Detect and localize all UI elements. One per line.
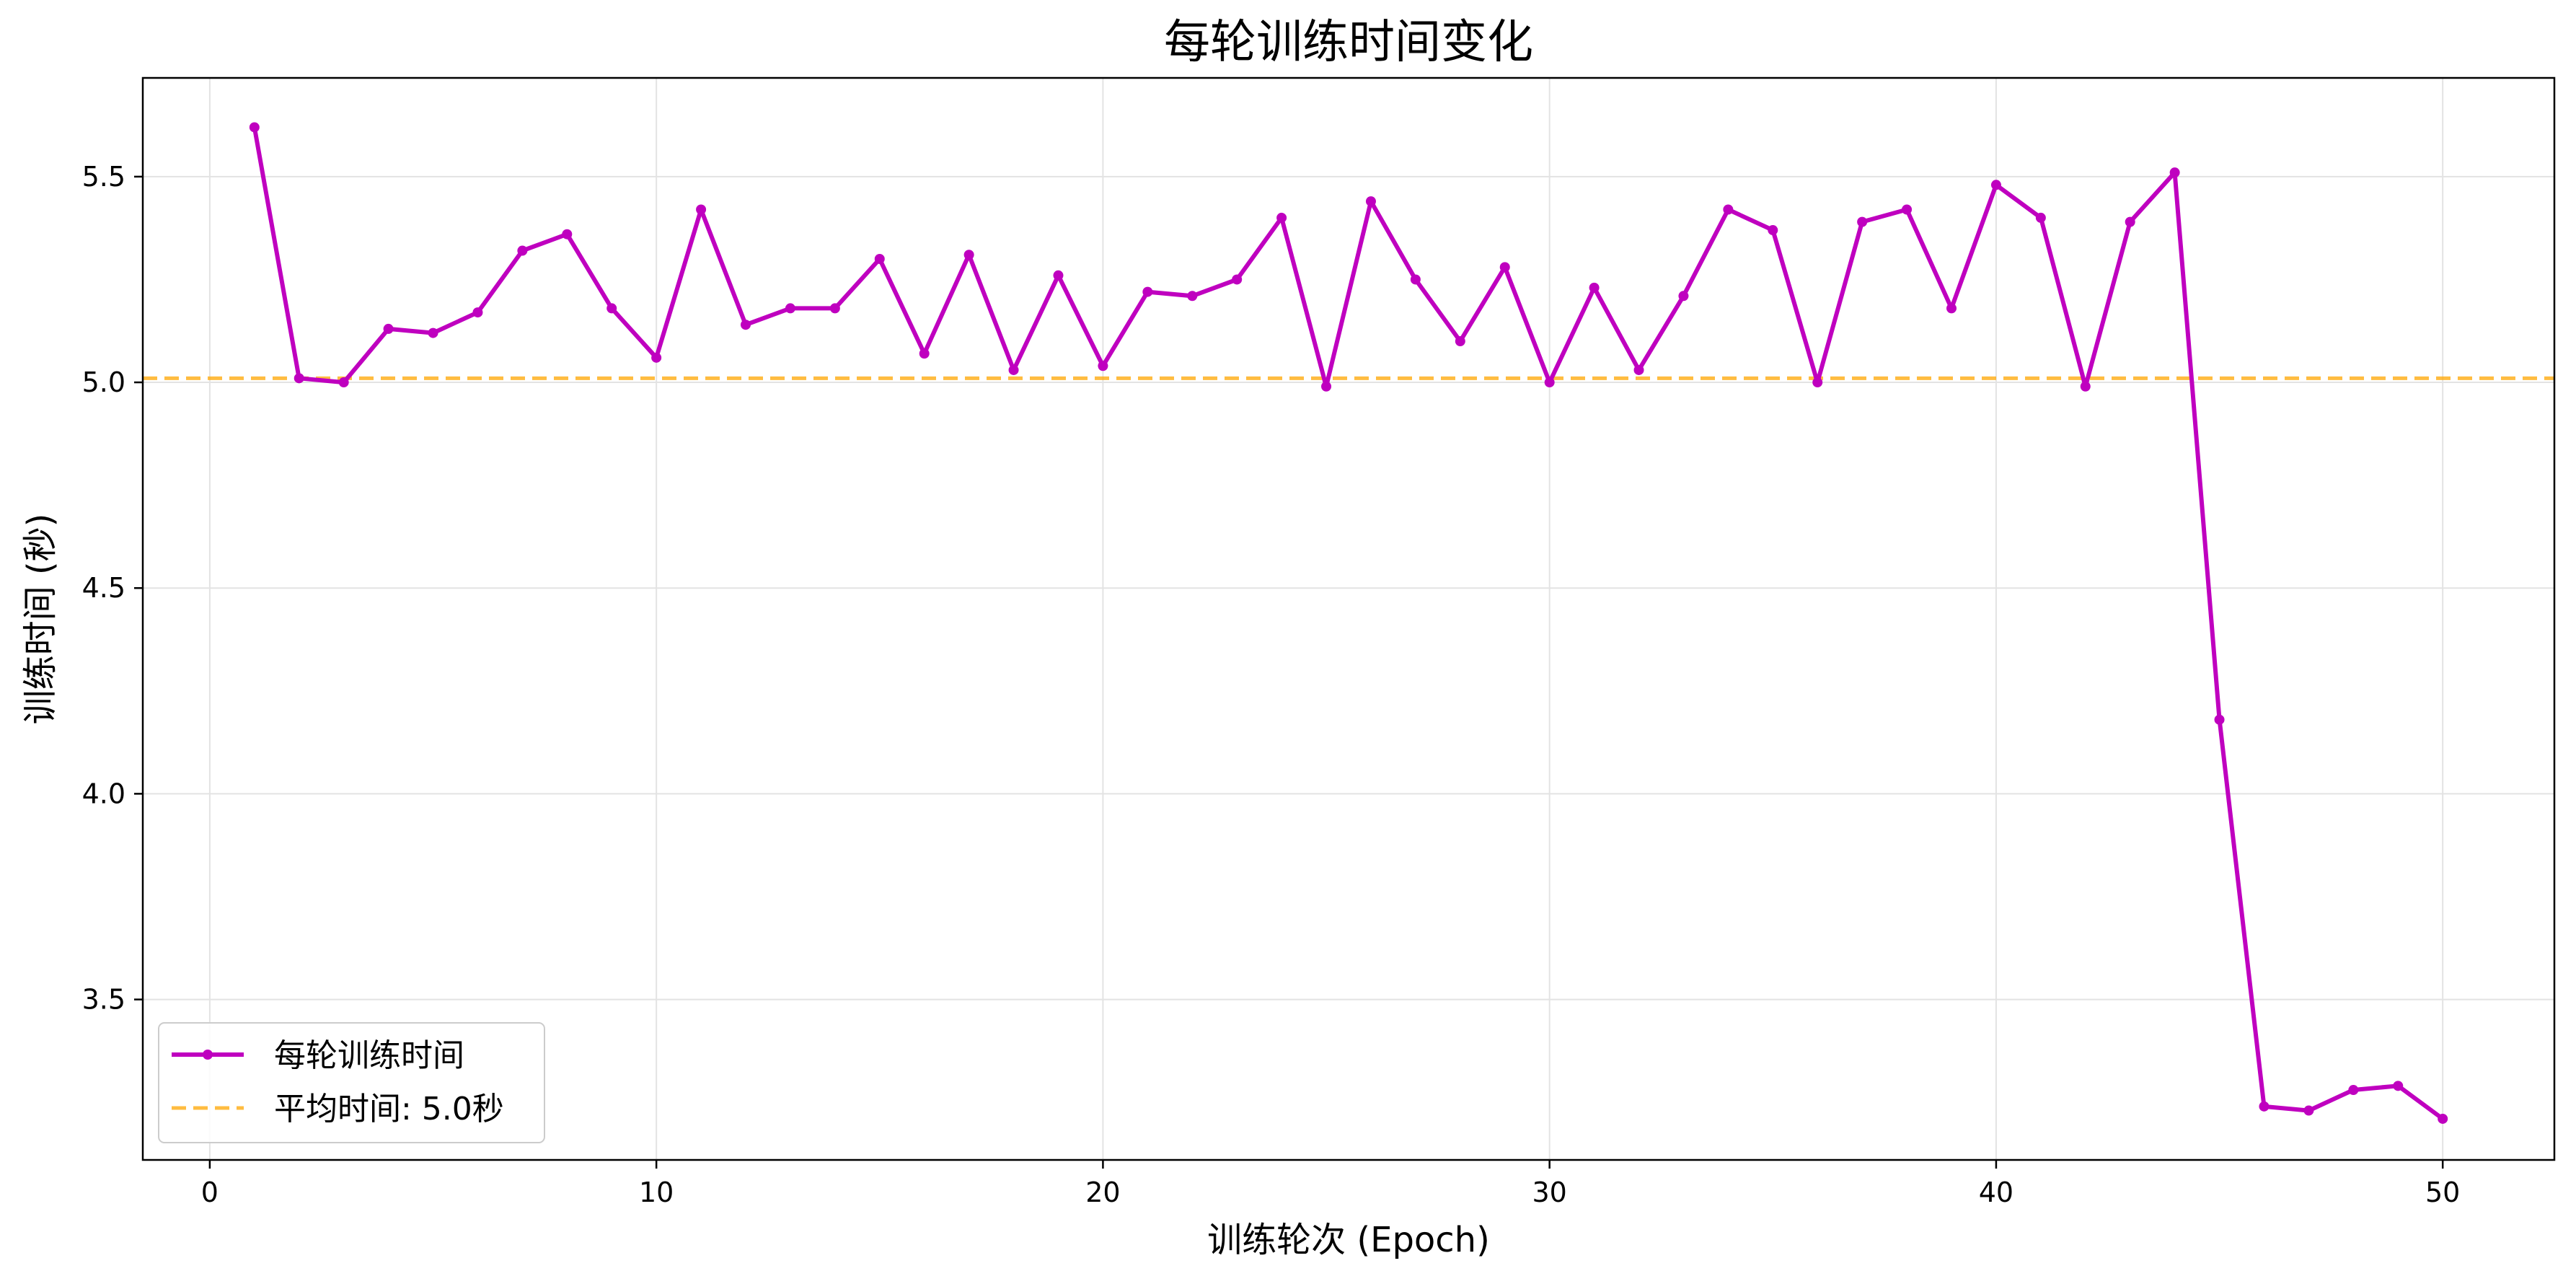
legend: 每轮训练时间 平均时间: 5.0秒 — [158, 1022, 545, 1143]
data-point — [1142, 286, 1153, 297]
data-point — [606, 303, 617, 314]
data-point — [1678, 291, 1689, 302]
ticks: 0 10 20 30 40 50 3.5 4.0 4.5 5.0 5.5 — [82, 161, 2461, 1208]
data-point — [874, 253, 885, 264]
data-point — [2035, 212, 2046, 223]
data-point — [919, 348, 930, 359]
data-point — [2259, 1101, 2270, 1112]
data-point — [1990, 180, 2001, 190]
x-axis-label: 训练轮次 (Epoch) — [1207, 1220, 1490, 1260]
data-point — [1768, 225, 1778, 236]
legend-marker-series — [203, 1050, 213, 1060]
data-point — [829, 303, 840, 314]
data-point — [1232, 274, 1243, 285]
data-point — [562, 229, 573, 239]
data-point — [1455, 336, 1465, 347]
legend-box — [158, 1022, 545, 1143]
series-line — [252, 126, 2444, 1121]
legend-label-average: 平均时间: 5.0秒 — [274, 1091, 504, 1127]
data-point — [785, 303, 795, 314]
data-point — [1723, 204, 1734, 215]
chart-title: 每轮训练时间变化 — [1164, 16, 1533, 69]
data-point — [1499, 262, 1510, 273]
data-point — [1410, 274, 1421, 285]
data-point — [741, 320, 751, 330]
data-point — [1098, 361, 1108, 371]
data-point — [1321, 381, 1332, 392]
data-point — [1276, 212, 1287, 223]
y-axis-label: 训练时间 (秒) — [20, 514, 61, 725]
data-point — [1633, 364, 1644, 375]
data-point — [696, 204, 707, 215]
data-point — [2348, 1085, 2359, 1096]
data-point — [338, 377, 349, 388]
legend-label-series: 每轮训练时间 — [274, 1037, 464, 1074]
x-tick-label: 30 — [1532, 1177, 1566, 1208]
y-tick-label: 5.0 — [82, 366, 125, 398]
data-point — [249, 122, 260, 133]
x-tick-label: 20 — [1085, 1177, 1120, 1208]
data-point — [1187, 291, 1198, 302]
data-point — [2125, 216, 2135, 227]
data-point — [1053, 270, 1064, 281]
data-point — [2214, 714, 2225, 725]
data-point — [1946, 303, 1957, 314]
y-tick-label: 4.5 — [82, 572, 125, 604]
data-point — [294, 373, 304, 384]
data-point — [1544, 377, 1555, 388]
data-point — [2393, 1081, 2404, 1091]
data-point — [1365, 196, 1376, 207]
y-tick-label: 5.5 — [82, 161, 125, 193]
x-tick-label: 10 — [639, 1177, 674, 1208]
data-point — [383, 323, 394, 334]
data-point — [2303, 1105, 2314, 1116]
x-tick-label: 40 — [1979, 1177, 2013, 1208]
y-tick-label: 4.0 — [82, 778, 125, 809]
data-point — [472, 307, 483, 318]
x-tick-label: 50 — [2425, 1177, 2460, 1208]
data-point — [517, 245, 528, 256]
data-point — [2438, 1113, 2448, 1124]
data-point — [963, 250, 974, 260]
data-point — [1589, 282, 1600, 293]
data-point — [1812, 377, 1823, 388]
plot-frame — [141, 76, 2556, 1161]
data-point — [2080, 381, 2091, 392]
data-point — [1857, 216, 1868, 227]
data-point — [2169, 167, 2180, 178]
data-point — [1902, 204, 1913, 215]
grid — [143, 78, 2554, 1160]
x-tick-label: 0 — [201, 1177, 219, 1208]
series-layer — [249, 122, 2448, 1124]
y-tick-label: 3.5 — [82, 984, 125, 1016]
data-point — [1008, 364, 1019, 375]
data-point — [428, 327, 438, 338]
data-point — [651, 352, 662, 363]
